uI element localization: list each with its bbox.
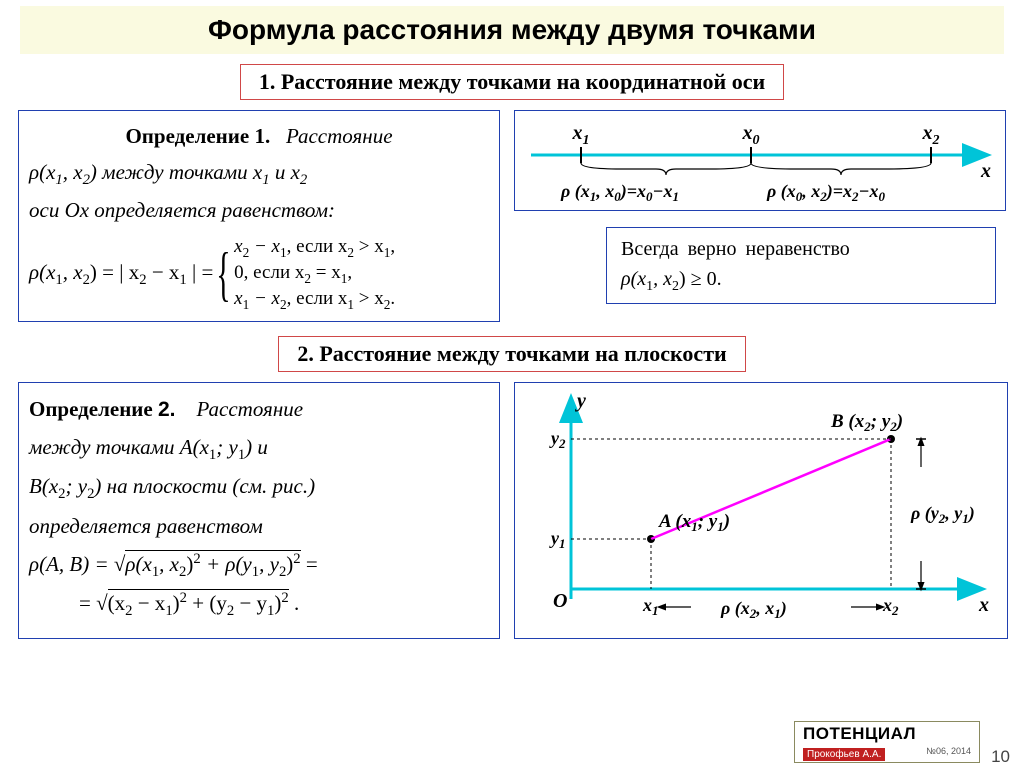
svg-text:ρ (x1, x0)=x0−x1: ρ (x1, x0)=x0−x1 [560, 181, 679, 203]
def2-l4: определяется равенством [29, 508, 489, 546]
def2-eq1: ρ(A, B) = √ρ(x1, x2)2 + ρ(y1, y2)2 = [29, 546, 489, 586]
def1-line2: ρ(x1, x2) между точками x1 и x2 [29, 155, 489, 193]
author-badge: Прокофьев А.А. [803, 748, 885, 761]
def2-l3: B(x2; y2) на плоскости (см. рис.) [29, 468, 489, 508]
plane-svg: O y x A (x1; y1) B (x2; y2) y1 y2 x1 x2 … [521, 389, 1001, 627]
svg-text:y2: y2 [549, 428, 566, 451]
axis-diagram-box: x1 x0 x2 x ρ (x1, x0)=x0−x1 ρ (x0, x2)=x… [514, 110, 1006, 211]
ineq-text: Всегда верно неравенство [621, 234, 981, 264]
svg-text:x0: x0 [742, 122, 760, 148]
def2-l2: между точками A(x1; y1) и [29, 429, 489, 469]
brand-name: ПОТЕНЦИАЛ [803, 724, 971, 744]
footer-logo: ПОТЕНЦИАЛ Прокофьев А.А. №06, 2014 [794, 721, 980, 763]
section1-heading: 1. Расстояние между точками на координат… [240, 64, 784, 100]
svg-text:ρ (x0, x2)=x2−x0: ρ (x0, x2)=x2−x0 [766, 181, 885, 203]
svg-text:O: O [553, 590, 567, 612]
def2-eq2: = √(x2 − x1)2 + (y2 − y1)2 . [29, 585, 489, 625]
def1-line3: оси Ox определяется равенством: [29, 193, 489, 229]
definition-2-box: Определение 2. Расстояние между точками … [18, 382, 500, 639]
svg-text:x2: x2 [922, 122, 940, 148]
page-number: 10 [991, 747, 1010, 767]
ineq-eq: ρ(x1, x2) ≥ 0. [621, 264, 981, 297]
svg-text:x2: x2 [882, 595, 899, 618]
svg-text:x: x [980, 160, 991, 182]
page-title: Формула расстояния между двумя точками [20, 6, 1004, 54]
svg-text:ρ (y2, y1): ρ (y2, y1) [910, 503, 975, 526]
svg-text:A (x1; y1): A (x1; y1) [658, 511, 730, 534]
definition-1-box: Определение 1. Расстояние ρ(x1, x2) межд… [18, 110, 500, 322]
svg-text:x1: x1 [642, 595, 659, 618]
svg-text:y1: y1 [549, 528, 566, 551]
inequality-box: Всегда верно неравенство ρ(x1, x2) ≥ 0. [606, 227, 996, 304]
svg-text:x1: x1 [572, 122, 590, 148]
def1-line1: Определение 1. Расстояние [29, 119, 489, 155]
def1-equation: ρ(x1, x2) = | x2 − x1 | = { x2 − x1, есл… [29, 235, 489, 313]
issue-label: №06, 2014 [926, 746, 971, 756]
def2-l1: Определение 2. Расстояние [29, 391, 489, 429]
svg-text:x: x [978, 594, 989, 616]
svg-text:B (x2; y2): B (x2; y2) [830, 411, 903, 434]
svg-text:y: y [575, 390, 586, 412]
svg-text:ρ (x2, x1): ρ (x2, x1) [720, 598, 787, 621]
plane-diagram-box: O y x A (x1; y1) B (x2; y2) y1 y2 x1 x2 … [514, 382, 1008, 639]
section2-heading: 2. Расстояние между точками на плоскости [278, 336, 745, 372]
number-line-svg: x1 x0 x2 x ρ (x1, x0)=x0−x1 ρ (x0, x2)=x… [521, 115, 996, 203]
